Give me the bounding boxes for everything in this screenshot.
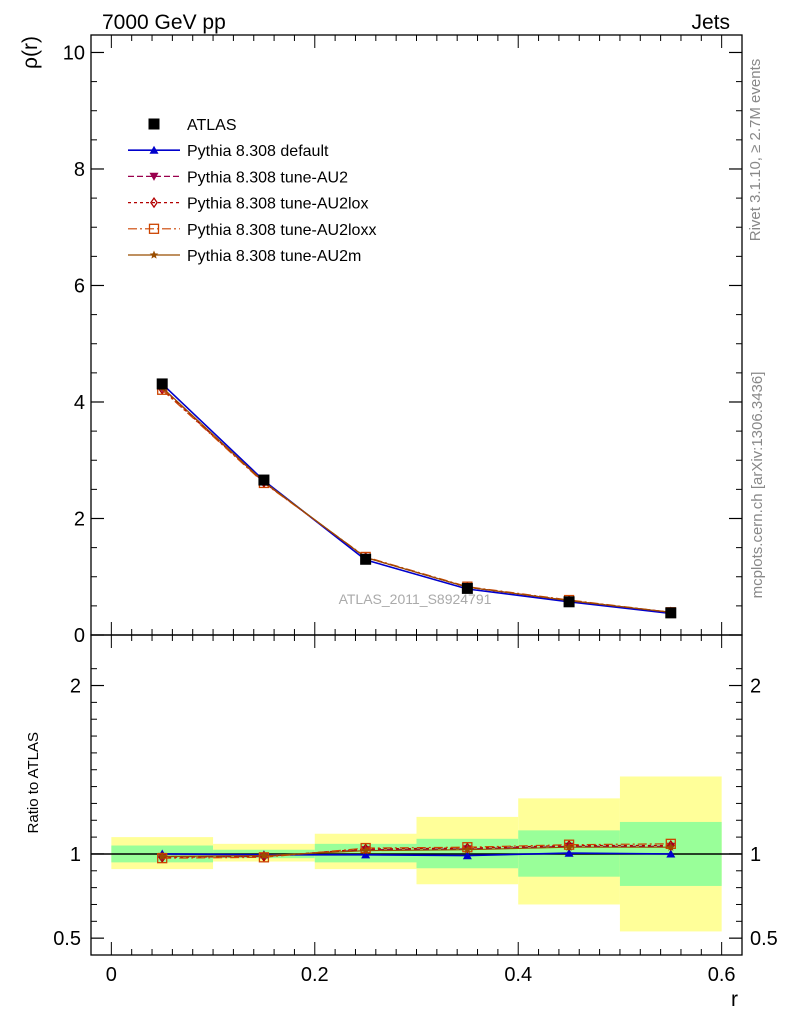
legend-marker-data (148, 118, 160, 130)
legend-marker-au2loxx (148, 223, 160, 234)
x-tick-label: 0.4 (504, 964, 532, 986)
legend-marker-au2lox (150, 196, 158, 209)
x-tick-label: 0.6 (708, 964, 736, 986)
header-right: Jets (691, 11, 730, 34)
legend-label-data: ATLAS (187, 117, 237, 134)
main-y-tick-label: 6 (74, 275, 85, 297)
main-y-tick-label: 0 (74, 625, 85, 647)
ratio-point-default (564, 848, 574, 857)
legend-marker-au2 (149, 172, 159, 181)
ratio-y-tick-label-left: 1 (70, 844, 81, 866)
main-point-data (258, 474, 270, 486)
main-y-tick-label: 4 (74, 392, 85, 414)
ratio-point-au2m (463, 845, 472, 854)
mcplots-source-label: mcplots.cern.ch [arXiv:1306.3436] (749, 372, 766, 599)
ratio-point-au2lox (565, 839, 574, 852)
legend-label-au2: Pythia 8.308 tune-AU2 (187, 169, 348, 186)
main-plot-area (91, 35, 742, 635)
ratio-y-tick-label-left: 2 (70, 676, 81, 698)
legend: ATLAS Pythia 8.308 default Pythia 8.308 tu… (128, 117, 376, 265)
header-left: 7000 GeV pp (102, 11, 226, 34)
main-point-data (156, 378, 168, 390)
ratio-line-default (162, 852, 671, 857)
ratio-point-au2m (157, 852, 167, 861)
ratio-point-default (462, 851, 472, 860)
ratio-y-tick-label-left: 0.5 (53, 928, 81, 950)
main-y-tick-label: 8 (74, 159, 85, 181)
ratio-point-default (666, 849, 676, 858)
main-plot-marks (156, 378, 677, 619)
legend-label-au2m: Pythia 8.308 tune-AU2m (187, 248, 361, 265)
legend-label-au2lox: Pythia 8.308 tune-AU2lox (187, 196, 368, 213)
legend-marker-default (149, 145, 159, 154)
legend-marker-au2m (149, 250, 159, 259)
ratio-y-tick-label-right: 1 (750, 844, 761, 866)
main-line-default (161, 383, 671, 615)
ratio-line-au2lox (162, 844, 671, 858)
ratio-line-au2m (162, 846, 671, 858)
ratio-y-tick-label-right: 0.5 (750, 928, 778, 950)
ratio-point-au2m (666, 842, 676, 851)
ratio-point-au2m (361, 846, 370, 855)
x-tick-label: 0.2 (301, 964, 329, 986)
plot-frames: 0 2 4 6 8 10 0.5 0.5 1 1 2 2 0 0.2 0.4 0.6r ρ(r) Ratio to… (19, 34, 778, 1011)
rivet-version-label: Rivet 3.1.10, ≥ 2.7M events (747, 59, 764, 242)
ratio-point-au2m (564, 842, 574, 851)
main-point-data (461, 582, 473, 594)
ratio-plot-marks (157, 838, 676, 864)
main-point-data (360, 553, 372, 565)
ratio-plot-area (91, 635, 742, 955)
main-point-data (665, 607, 677, 619)
ratio-y-axis-title: Ratio to ATLAS (25, 732, 42, 833)
main-y-axis-title: ρ(r) (19, 36, 42, 69)
main-y-tick-label: 2 (74, 508, 85, 530)
ratio-point-au2m (259, 851, 269, 860)
watermark: ATLAS_2011_S8924791 (339, 591, 492, 607)
legend-label-au2loxx: Pythia 8.308 tune-AU2loxx (187, 222, 376, 239)
ratio-point-au2lox (361, 843, 370, 855)
legend-label-default: Pythia 8.308 default (187, 143, 329, 160)
main-point-data (563, 596, 575, 608)
x-axis-title: r (731, 988, 738, 1011)
main-y-tick-label: 10 (63, 42, 85, 64)
main-plot-background (91, 35, 742, 635)
ratio-y-tick-label-right: 2 (750, 676, 761, 698)
x-tick-label: 0 (106, 964, 117, 986)
main-line-au2m (161, 386, 671, 613)
